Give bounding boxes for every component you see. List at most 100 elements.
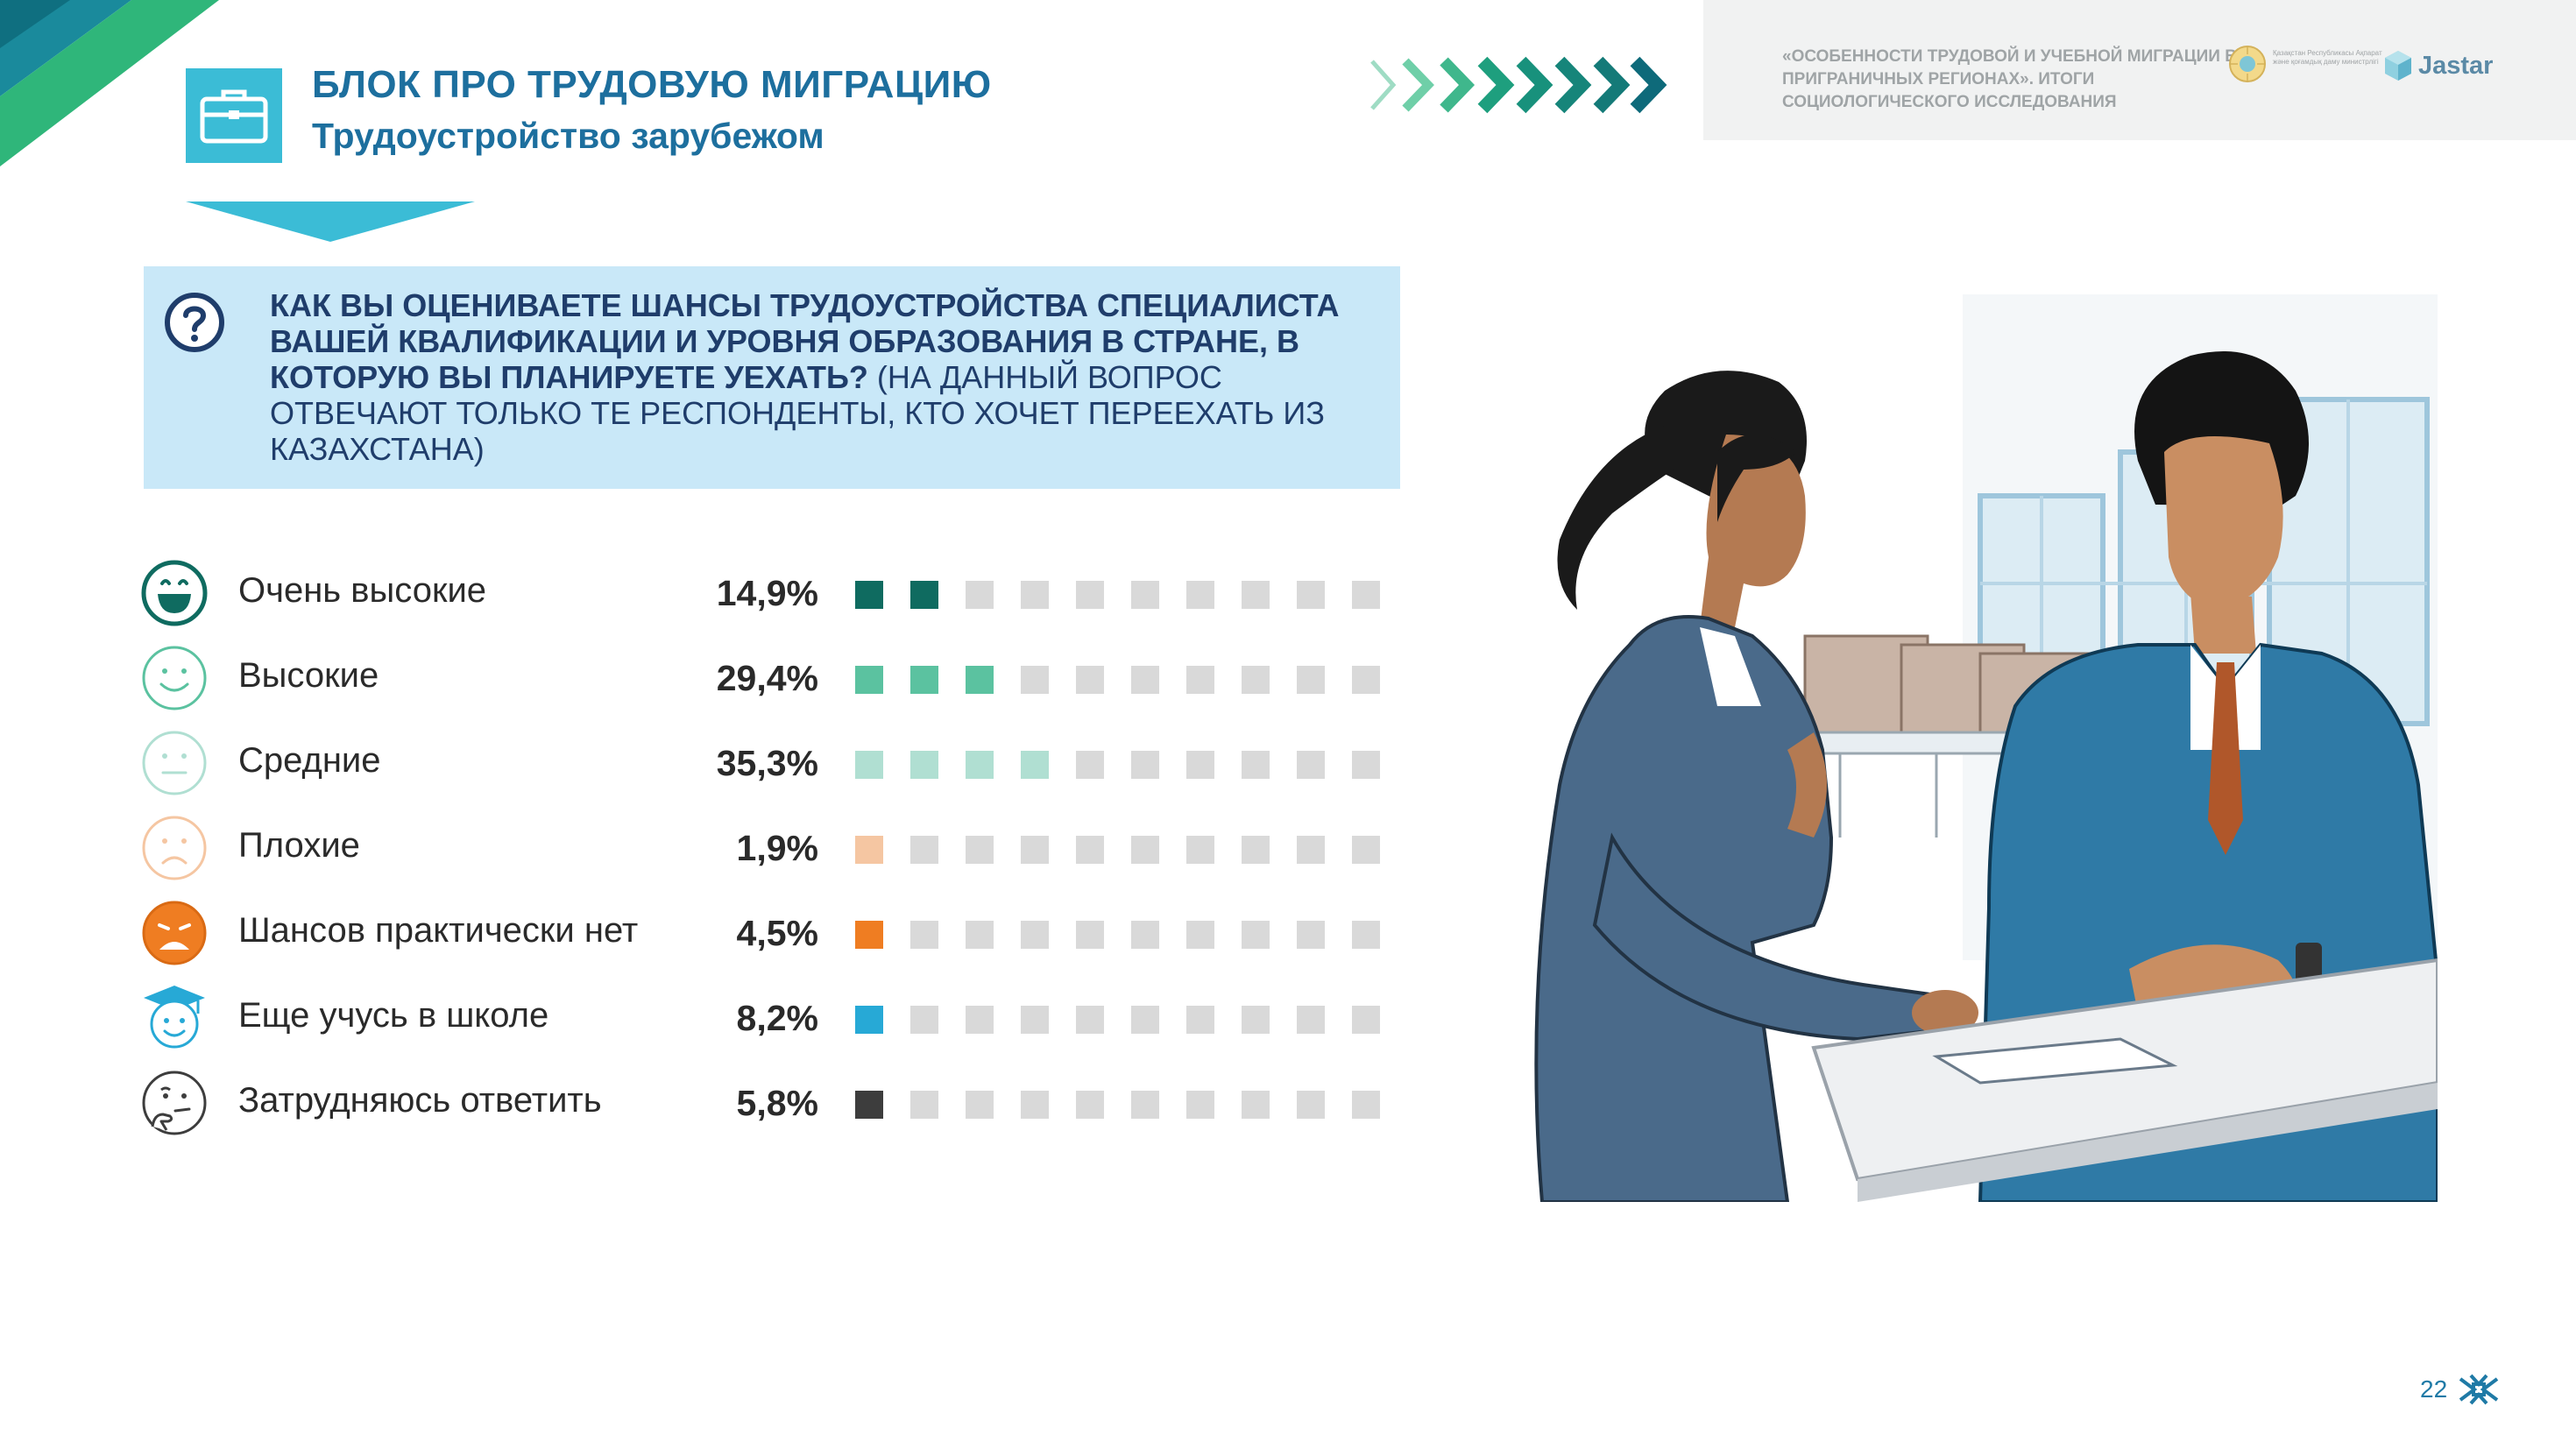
row-value: 4,5% [736,913,818,953]
thinking-face-icon [142,1071,207,1135]
chart-row: Плохие 1,9% [140,807,1402,891]
empty-square [1131,666,1159,694]
jastar-logo-text: Jastar [2418,51,2494,80]
very-happy-face-icon [141,560,208,626]
chart-row: Шансов практически нет 4,5% [140,892,1402,976]
empty-square [1242,581,1270,609]
filled-square [855,666,883,694]
empty-square [1076,581,1104,609]
empty-square [1076,1091,1104,1119]
row-squares [855,921,1398,951]
empty-square [1131,836,1159,864]
empty-square [1131,581,1159,609]
ministry-name: Қазақстан Республикасы Ақпарат және қоға… [2273,49,2382,66]
empty-square [1131,1091,1159,1119]
empty-square [1076,751,1104,779]
row-label: Плохие [238,826,360,865]
row-value: 14,9% [716,573,818,613]
empty-square [1186,921,1214,949]
filled-square [855,1006,883,1034]
filled-square [1021,751,1049,779]
empty-square [1186,751,1214,779]
question-box [144,266,1400,489]
frowning-face-icon [142,901,207,965]
chart-row: Очень высокие 14,9% [140,552,1402,636]
empty-square [1131,751,1159,779]
empty-square [966,581,994,609]
empty-square [1352,836,1380,864]
section-title: БЛОК ПРО ТРУДОВУЮ МИГРАЦИЮ [312,63,992,106]
empty-square [1297,1006,1325,1034]
empty-square [1076,836,1104,864]
empty-square [1021,666,1049,694]
empty-square [1021,836,1049,864]
empty-square [1186,836,1214,864]
empty-square [1352,581,1380,609]
empty-square [1131,1006,1159,1034]
empty-square [1352,921,1380,949]
chevron-arrows-decoration [1370,56,1667,114]
empty-square [1297,921,1325,949]
empty-square [910,836,938,864]
row-squares [855,581,1398,611]
study-title: «ОСОБЕННОСТИ ТРУДОВОЙ И УЧЕБНОЙ МИГРАЦИИ… [1782,47,2237,111]
question-text: КАК ВЫ ОЦЕНИВАЕТЕ ШАНСЫ ТРУДОУСТРОЙСТВА … [270,287,1374,467]
empty-square [1297,836,1325,864]
empty-square [1021,921,1049,949]
empty-square [1242,751,1270,779]
row-squares [855,751,1398,781]
empty-square [1186,581,1214,609]
chart-row: Средние 35,3% [140,722,1402,806]
chart-row: Высокие 29,4% [140,637,1402,721]
empty-square [1242,836,1270,864]
neutral-face-icon [142,731,207,795]
empty-square [1297,581,1325,609]
empty-square [1352,751,1380,779]
row-value: 29,4% [716,658,818,698]
filled-square [855,921,883,949]
filled-square [966,751,994,779]
empty-square [1021,1006,1049,1034]
smile-face-icon [142,646,207,710]
graduate-face-icon [144,986,205,1049]
empty-square [1297,666,1325,694]
filled-square [910,666,938,694]
empty-square [1021,1091,1049,1119]
empty-square [966,836,994,864]
empty-square [910,921,938,949]
empty-square [1242,921,1270,949]
filled-square [855,751,883,779]
sad-face-icon [142,816,207,880]
empty-square [1242,1091,1270,1119]
row-value: 8,2% [736,998,818,1038]
study-header-panel [1703,0,2576,140]
empty-square [1352,666,1380,694]
empty-square [1076,921,1104,949]
empty-square [1186,1091,1214,1119]
empty-square [1186,1006,1214,1034]
empty-square [966,1006,994,1034]
row-label: Очень высокие [238,571,487,610]
empty-square [910,1091,938,1119]
empty-square [1297,751,1325,779]
question-note: (НА ДАННЫЙ ВОПРОС ОТВЕЧАЮТ ТОЛЬКО ТЕ РЕС… [270,359,1326,467]
row-squares [855,836,1398,866]
question-mark-icon [165,293,224,352]
row-label: Высокие [238,656,379,695]
jastar-logo: Jastar [2383,44,2506,88]
empty-square [1242,666,1270,694]
corner-decoration [0,0,219,166]
empty-square [1186,666,1214,694]
state-emblem-logo [2229,46,2266,82]
chart-row: Затрудняюсь ответить 5,8% [140,1062,1402,1146]
filled-square [910,581,938,609]
row-label: Шансов практически нет [238,911,639,950]
page-number: 22 [2420,1375,2448,1403]
row-squares [855,1006,1398,1036]
filled-square [855,581,883,609]
chart-row: Еще учусь в школе 8,2% [140,977,1402,1061]
empty-square [1242,1006,1270,1034]
row-value: 1,9% [736,828,818,868]
row-label: Средние [238,741,381,780]
row-value: 5,8% [736,1083,818,1123]
